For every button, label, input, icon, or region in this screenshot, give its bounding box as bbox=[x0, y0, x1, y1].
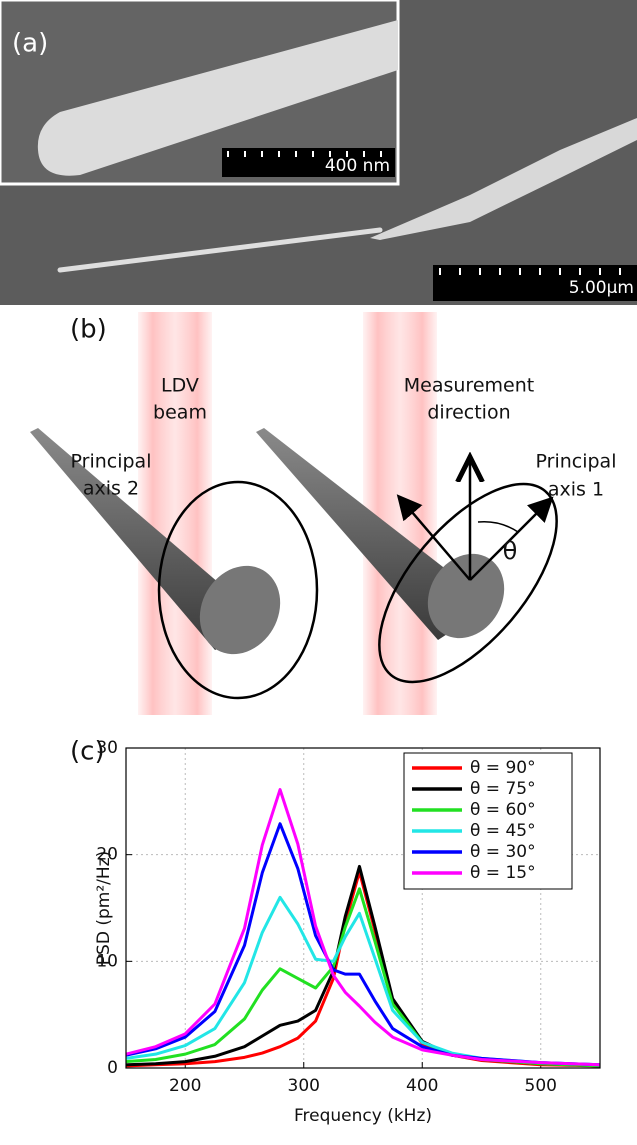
nanowire bbox=[57, 227, 383, 273]
ellipse bbox=[157, 480, 319, 700]
y-tick-label: 20 bbox=[96, 845, 118, 865]
tip-base bbox=[370, 118, 637, 240]
arrow bbox=[396, 494, 471, 581]
legend-label: θ = 90° bbox=[470, 758, 536, 778]
laser-beam bbox=[138, 312, 212, 715]
series-line bbox=[126, 788, 600, 1067]
label: Principal bbox=[71, 451, 152, 473]
legend-label: θ = 60° bbox=[470, 800, 536, 820]
inset-wire bbox=[37, 20, 398, 176]
label: beam bbox=[153, 402, 207, 424]
panel-label: (b) bbox=[70, 315, 107, 345]
axes-frame bbox=[125, 747, 601, 1069]
x-tick-label: 500 bbox=[525, 1076, 557, 1096]
scale-ticks bbox=[227, 151, 382, 157]
x-axis-label: Frequency (kHz) bbox=[294, 1106, 432, 1126]
x-tick-label: 200 bbox=[169, 1076, 201, 1096]
legend-label: θ = 45° bbox=[470, 821, 536, 841]
arrow bbox=[469, 496, 554, 581]
label: Principal bbox=[536, 451, 617, 473]
cone-end bbox=[199, 565, 281, 655]
panel-a: 400 nm 5.00µm (a) bbox=[0, 0, 637, 305]
label: Measurement bbox=[404, 375, 534, 397]
label: direction bbox=[427, 402, 510, 424]
scale-ticks bbox=[439, 268, 621, 275]
scale-label: 400 nm bbox=[325, 156, 390, 176]
panel-b: (b) LDV beam Measurement direction Princ… bbox=[30, 312, 616, 715]
panel-label: (a) bbox=[12, 29, 48, 59]
label: axis 2 bbox=[83, 478, 139, 500]
angle-arc bbox=[477, 520, 519, 533]
label: axis 1 bbox=[548, 479, 604, 501]
x-tick-label: 300 bbox=[288, 1076, 320, 1096]
cone-end bbox=[427, 553, 505, 639]
y-axis-label: PSD (pm²/Hz) bbox=[94, 851, 114, 965]
panel-label: (c) bbox=[70, 737, 105, 767]
scale-label: 5.00µm bbox=[569, 278, 634, 298]
theta: θ bbox=[503, 537, 518, 565]
legend-label: θ = 75° bbox=[470, 779, 536, 799]
legend-label: θ = 15° bbox=[470, 863, 536, 883]
scale-bar bbox=[222, 148, 395, 177]
chart: 200 300 400 500 0 10 20 30 Frequency (kHz) PSD (p… bbox=[94, 738, 601, 1126]
legend-label: θ = 30° bbox=[470, 842, 536, 862]
scale-bar bbox=[433, 265, 637, 301]
series-line bbox=[126, 895, 600, 1067]
label: LDV bbox=[161, 375, 199, 397]
y-tick-label: 0 bbox=[107, 1058, 118, 1078]
x-tick-label: 400 bbox=[406, 1076, 438, 1096]
y-tick-label: 10 bbox=[96, 951, 118, 971]
ellipse bbox=[378, 482, 558, 684]
y-tick-label: 30 bbox=[96, 738, 118, 758]
legend-box bbox=[403, 752, 573, 890]
